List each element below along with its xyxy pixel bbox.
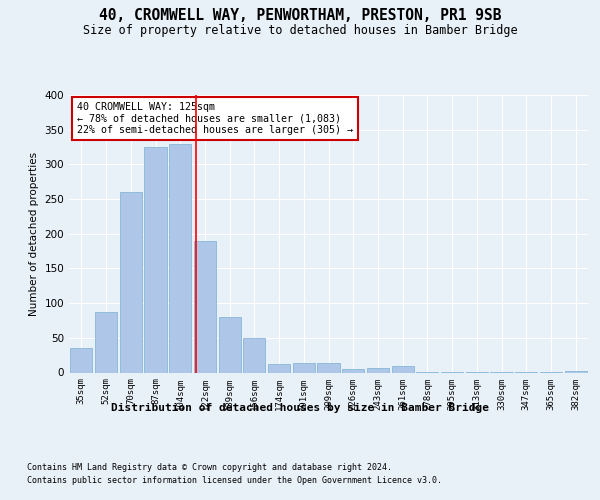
Bar (565, 371, 587, 372)
Text: Distribution of detached houses by size in Bamber Bridge: Distribution of detached houses by size … (111, 402, 489, 412)
Text: Size of property relative to detached houses in Bamber Bridge: Size of property relative to detached ho… (83, 24, 517, 37)
Bar (119, 192, 142, 372)
Text: Contains HM Land Registry data © Crown copyright and database right 2024.: Contains HM Land Registry data © Crown c… (27, 462, 392, 471)
Text: 40 CROMWELL WAY: 125sqm
← 78% of detached houses are smaller (1,083)
22% of semi: 40 CROMWELL WAY: 125sqm ← 78% of detache… (77, 102, 353, 135)
Bar (95, 312, 117, 372)
Bar (392, 366, 414, 372)
Bar (243, 338, 265, 372)
Bar (70, 348, 92, 372)
Bar (218, 317, 241, 372)
Bar (367, 368, 389, 372)
Text: 40, CROMWELL WAY, PENWORTHAM, PRESTON, PR1 9SB: 40, CROMWELL WAY, PENWORTHAM, PRESTON, P… (99, 8, 501, 22)
Bar (317, 364, 340, 372)
Bar (145, 147, 167, 372)
Bar (268, 364, 290, 372)
Bar (169, 144, 191, 372)
Bar (342, 369, 364, 372)
Bar (194, 240, 216, 372)
Y-axis label: Number of detached properties: Number of detached properties (29, 152, 39, 316)
Text: Contains public sector information licensed under the Open Government Licence v3: Contains public sector information licen… (27, 476, 442, 485)
Bar (293, 363, 315, 372)
